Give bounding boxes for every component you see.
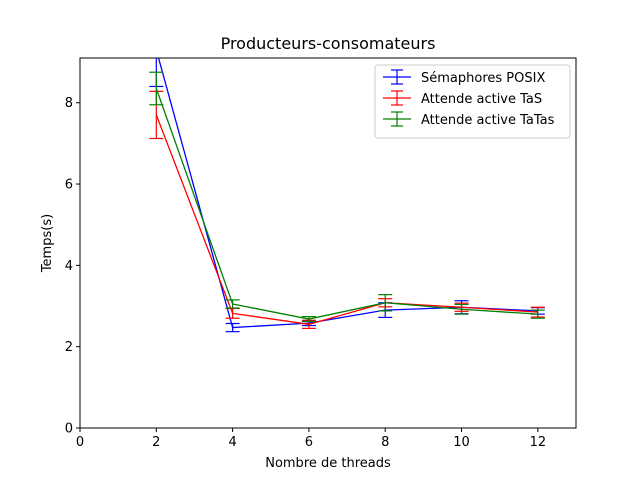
x-axis-ticks: 0 2 4 6 8 10 12: [76, 428, 546, 450]
y-tick-label: 6: [65, 178, 73, 193]
plot-frame: [79, 57, 577, 429]
x-tick-label: 12: [530, 435, 547, 450]
x-tick-label: 4: [228, 435, 236, 450]
legend-label: Attende active TaS: [421, 92, 542, 107]
legend-item: Attende active TaTas: [383, 111, 555, 128]
y-axis-ticks: 0 2 4 6 8: [65, 96, 80, 437]
legend: Sémaphores POSIX Attende active TaS Attend…: [374, 64, 571, 139]
y-tick-label: 0: [65, 422, 73, 437]
x-tick-label: 2: [152, 435, 160, 450]
x-tick-label: 6: [305, 435, 313, 450]
y-axis-label: Temps(s): [40, 214, 55, 273]
y-tick-label: 8: [65, 96, 73, 111]
series-line: [155, 114, 538, 325]
series-line: [155, 88, 538, 320]
series-3: [149, 71, 545, 323]
series-layer: [149, 58, 545, 333]
x-tick-label: 0: [76, 435, 84, 450]
y-tick-label: 2: [65, 340, 73, 355]
x-tick-label: 10: [453, 435, 470, 450]
x-tick-label: 8: [381, 435, 389, 450]
x-axis-label: Nombre de threads: [265, 456, 391, 471]
y-tick-label: 4: [65, 259, 73, 274]
legend-label: Attende active TaTas: [421, 113, 555, 128]
chart-title: Producteurs-consomateurs: [221, 34, 436, 53]
legend-label: Sémaphores POSIX: [421, 71, 545, 86]
legend-box: [374, 64, 571, 139]
legend-item: Sémaphores POSIX: [383, 69, 545, 86]
legend-item: Attende active TaS: [383, 90, 542, 107]
